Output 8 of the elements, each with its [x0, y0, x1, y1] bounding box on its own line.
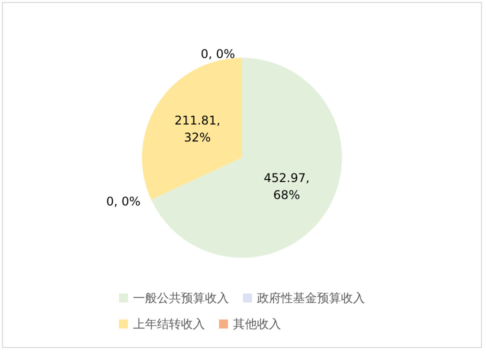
legend-label: 其他收入	[233, 317, 281, 331]
legend-label: 一般公共预算收入	[133, 291, 229, 305]
data-label: 452.97, 68%	[264, 170, 310, 202]
data-label: 211.81, 32%	[174, 114, 220, 145]
text: 0, 0%	[106, 194, 141, 208]
legend-label: 政府性基金预算收入	[257, 291, 365, 305]
text: 0, 0%	[200, 46, 235, 61]
legend-label: 上年结转收入	[133, 317, 205, 331]
